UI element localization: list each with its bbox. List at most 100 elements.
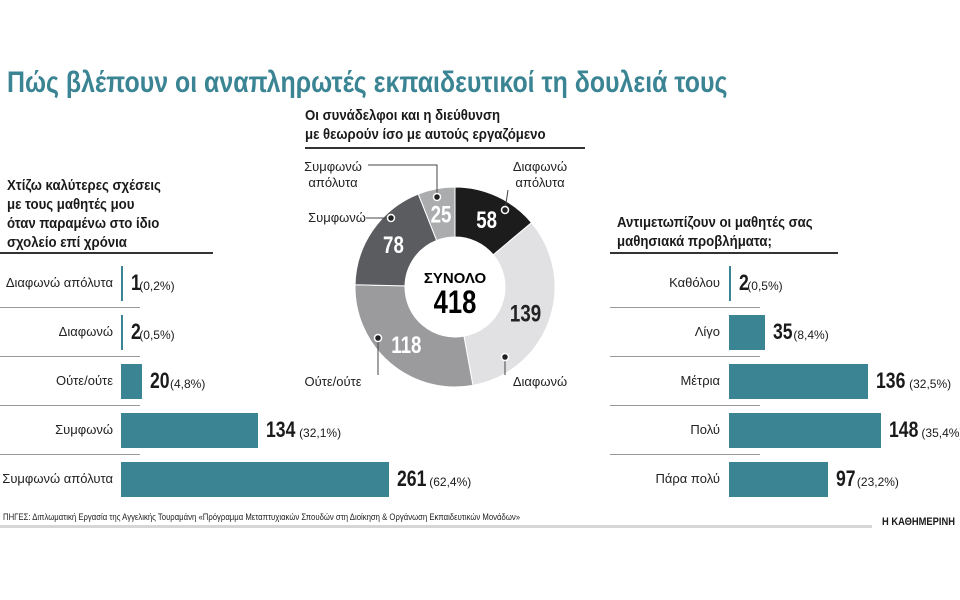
donut-slice xyxy=(463,221,556,386)
row-divider xyxy=(610,356,760,357)
title-line: Αντιμετωπίζουν οι μαθητές σας xyxy=(617,214,813,231)
percent-label: (62,4%) xyxy=(429,475,472,489)
slice-label: Διαφωνώ απόλυτα xyxy=(513,159,567,190)
leader-dot xyxy=(386,213,396,223)
row-divider xyxy=(610,405,760,406)
bar xyxy=(121,364,142,399)
right-title-underline xyxy=(610,252,838,254)
percent-label: (32,1%) xyxy=(299,426,342,440)
percent-label: (23,2%) xyxy=(856,475,899,489)
value-number: 136 xyxy=(876,368,906,393)
value-label: 148 (35,4%) xyxy=(889,417,960,443)
value-label: 2(0,5%) xyxy=(739,270,783,296)
value-label: 20(4,8%) xyxy=(150,368,206,394)
percent-label: (4,8%) xyxy=(169,377,206,391)
bar xyxy=(121,266,123,301)
value-number: 1 xyxy=(131,270,141,295)
footer-divider xyxy=(0,525,872,528)
row-divider xyxy=(610,454,760,455)
right-chart-title: Αντιμετωπίζουν οι μαθητές σας μαθησιακά … xyxy=(617,213,839,251)
category-label: Ούτε/ούτε xyxy=(55,373,113,388)
value-number: 20 xyxy=(149,368,170,393)
row-divider xyxy=(0,356,140,357)
value-number: 2 xyxy=(131,319,141,344)
page-title: Πώς βλέπουν οι αναπληρωτές εκπαιδευτικοί… xyxy=(7,66,728,99)
category-label: Μέτρια xyxy=(680,373,720,388)
category-label: Καθόλου xyxy=(669,275,720,290)
title-line: όταν παραμένω στο ίδιο xyxy=(7,215,160,232)
value-label: 2(0,5%) xyxy=(131,319,175,345)
slice-label: Διαφωνώ xyxy=(513,374,567,389)
bar xyxy=(121,315,124,350)
category-label: Διαφωνώ xyxy=(58,324,113,339)
value-label: 261 (62,4%) xyxy=(397,466,472,492)
leader-dot xyxy=(500,205,510,215)
percent-label: (0,5%) xyxy=(747,279,783,293)
bar xyxy=(729,462,829,497)
slice-value: 118 xyxy=(391,332,421,359)
bar xyxy=(121,462,389,497)
donut-center-label: ΣΥΝΟΛΟ xyxy=(424,270,487,287)
source-note: ΠΗΓΕΣ: Διπλωματική Εργασία της Αγγελικής… xyxy=(3,512,521,522)
slice-value: 139 xyxy=(510,300,541,327)
value-number: 2 xyxy=(739,270,749,295)
donut-chart-title: Οι συνάδελφοι και η διεύθυνση με θεωρούν… xyxy=(305,106,578,144)
value-number: 134 xyxy=(266,417,296,442)
percent-label: (0,5%) xyxy=(139,328,175,342)
percent-label: (35,4%) xyxy=(921,426,960,440)
bar xyxy=(729,364,869,399)
category-label: Πάρα πολύ xyxy=(655,471,721,486)
bar xyxy=(121,413,259,448)
slice-label: Συμφωνώ απόλυτα xyxy=(304,159,362,190)
percent-label: (32,5%) xyxy=(909,377,952,391)
value-number: 148 xyxy=(888,417,919,442)
category-label: Πολύ xyxy=(690,422,720,437)
row-divider xyxy=(0,307,140,308)
leader-line xyxy=(368,164,438,197)
bar xyxy=(729,266,732,301)
value-label: 1(0,2%) xyxy=(131,270,175,296)
value-number: 97 xyxy=(836,466,857,491)
slice-label: Ούτε/ούτε xyxy=(304,374,361,389)
bar xyxy=(729,315,765,350)
left-title-underline xyxy=(0,252,213,254)
leader-dot xyxy=(500,352,510,362)
row-divider xyxy=(0,454,140,455)
value-label: 35(8,4%) xyxy=(773,319,829,345)
value-label: 134 (32,1%) xyxy=(266,417,341,443)
leader-dot xyxy=(432,192,442,202)
leader-dot xyxy=(373,333,383,343)
value-label: 97(23,2%) xyxy=(836,466,899,492)
category-label: Συμφωνώ xyxy=(55,422,113,437)
category-label: Λίγο xyxy=(694,324,720,339)
category-label: Συμφωνώ απόλυτα xyxy=(2,471,113,486)
title-line: με θεωρούν ίσο με αυτούς εργαζόμενο xyxy=(305,126,546,143)
brand-logo: Η ΚΑΘΗΜΕΡΙΝΗ xyxy=(882,516,955,528)
percent-label: (8,4%) xyxy=(793,328,829,342)
donut-title-underline xyxy=(305,147,585,149)
category-label: Διαφωνώ απόλυτα xyxy=(5,275,113,290)
donut-slice xyxy=(354,193,438,287)
value-number: 35 xyxy=(772,319,793,344)
title-line: Χτίζω καλύτερες σχέσεις xyxy=(7,177,161,194)
slice-value: 25 xyxy=(431,201,452,228)
percent-label: (0,2%) xyxy=(139,279,175,293)
title-line: μαθησιακά προβλήματα; xyxy=(617,233,772,250)
slice-value: 58 xyxy=(476,207,497,234)
value-label: 136 (32,5%) xyxy=(876,368,951,394)
slice-value: 78 xyxy=(383,232,404,259)
slice-label: Συμφωνώ xyxy=(308,210,366,225)
title-line: σχολείο επί χρόνια xyxy=(7,234,127,251)
donut-slice xyxy=(354,284,474,388)
row-divider xyxy=(0,405,140,406)
title-line: Οι συνάδελφοι και η διεύθυνση xyxy=(305,107,501,124)
value-number: 261 xyxy=(396,466,426,491)
donut-slice xyxy=(417,186,456,242)
bar xyxy=(729,413,881,448)
left-chart-title: Χτίζω καλύτερες σχέσεις με τους μαθητές … xyxy=(7,176,182,252)
title-line: με τους μαθητές μου xyxy=(7,196,135,213)
row-divider xyxy=(610,307,760,308)
donut-total: 418 xyxy=(434,285,477,320)
